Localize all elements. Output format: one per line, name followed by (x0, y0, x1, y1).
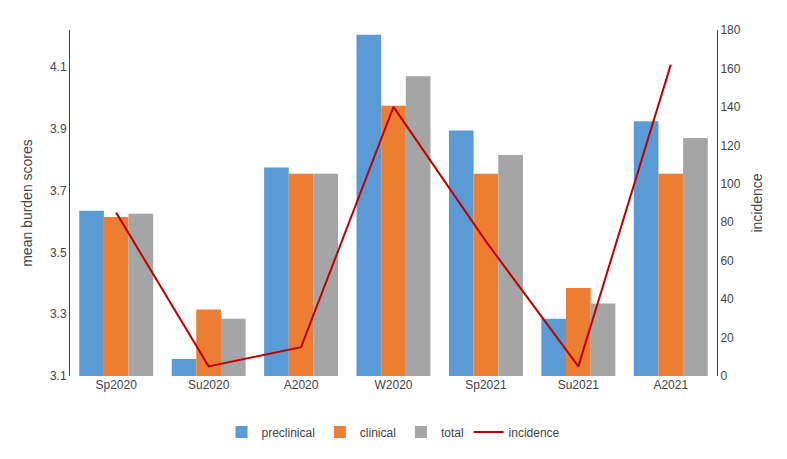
svg-text:80: 80 (720, 215, 734, 229)
svg-text:20: 20 (720, 331, 734, 345)
svg-text:Su2020: Su2020 (188, 378, 230, 392)
svg-text:100: 100 (720, 177, 740, 191)
svg-text:incidence: incidence (749, 173, 765, 232)
svg-text:Sp2020: Sp2020 (96, 378, 138, 392)
svg-text:160: 160 (720, 62, 740, 76)
svg-text:A2020: A2020 (284, 378, 319, 392)
svg-text:3.7: 3.7 (50, 184, 67, 198)
svg-text:clinical: clinical (360, 426, 396, 440)
svg-text:Sp2021: Sp2021 (465, 378, 507, 392)
svg-text:preclinical: preclinical (262, 426, 315, 440)
svg-text:mean burden scores: mean burden scores (19, 139, 35, 267)
svg-text:3.3: 3.3 (50, 307, 67, 321)
svg-text:incidence: incidence (509, 426, 560, 440)
svg-text:W2020: W2020 (374, 378, 412, 392)
svg-text:3.9: 3.9 (50, 122, 67, 136)
svg-text:3.1: 3.1 (50, 369, 67, 383)
svg-text:120: 120 (720, 139, 740, 153)
svg-text:A2021: A2021 (653, 378, 688, 392)
svg-text:140: 140 (720, 100, 740, 114)
svg-text:0: 0 (720, 369, 727, 383)
svg-text:4.1: 4.1 (50, 60, 67, 74)
svg-text:40: 40 (720, 292, 734, 306)
svg-text:180: 180 (720, 23, 740, 37)
svg-text:3.5: 3.5 (50, 246, 67, 260)
svg-text:60: 60 (720, 254, 734, 268)
svg-text:total: total (441, 426, 464, 440)
svg-text:Su2021: Su2021 (558, 378, 600, 392)
